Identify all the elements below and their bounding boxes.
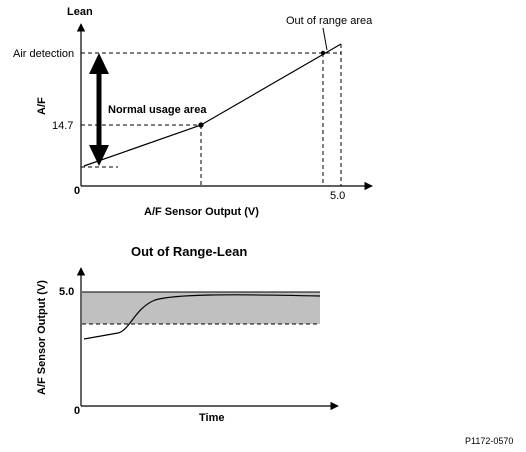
out-range-leader	[322, 27, 328, 51]
bottom-y-tick-5: 5.0	[59, 286, 74, 298]
normal-usage-area-label: Normal usage area	[108, 104, 207, 116]
normal-range-double-arrow-icon	[89, 53, 109, 166]
x-tick-5: 5.0	[330, 190, 345, 202]
bottom-y-label: A/F Sensor Output (V)	[36, 280, 48, 395]
air-detection-point-marker	[320, 50, 326, 56]
air-detection-tick: Air detection	[13, 48, 74, 60]
y-tick-147: 14.7	[52, 120, 73, 132]
bottom-chart-title: Out of Range-Lean	[131, 244, 247, 259]
top-origin-label: 0	[74, 185, 80, 197]
top-y-label: A/F	[36, 97, 48, 115]
normal-point-marker	[198, 122, 204, 128]
bottom-origin-label: 0	[74, 405, 80, 417]
out-of-range-area-label: Out of range area	[286, 15, 373, 27]
bottom-x-label: Time	[199, 412, 224, 424]
sensor-output-curve	[83, 294, 321, 340]
figure-code: P1172-0570	[465, 436, 513, 446]
out-of-range-band	[82, 292, 320, 324]
top-x-label: A/F Sensor Output (V)	[144, 206, 259, 218]
top-chart: Lean A/F Air detection 14.7 0 5.0 A/F Se…	[13, 6, 373, 218]
bottom-chart: Out of Range-Lean 5.0 0 A/F Sensor Outpu…	[36, 244, 339, 424]
top-y-axis-title: Lean	[67, 6, 93, 18]
